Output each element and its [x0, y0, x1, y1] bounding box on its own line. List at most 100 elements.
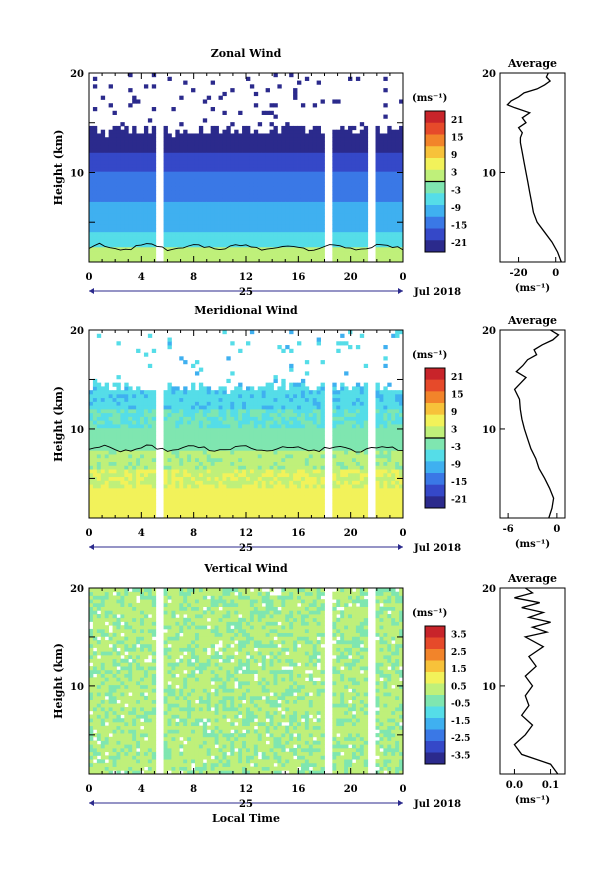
heatmap-cell: [210, 472, 216, 478]
heatmap-cell: [249, 254, 255, 259]
heatmap-cell: [163, 465, 168, 470]
heatmap-cell: [246, 484, 251, 489]
heatmap-cell: [383, 254, 388, 259]
heatmap-cell: [269, 435, 274, 440]
heatmap-cell: [332, 469, 337, 474]
heatmap-cell: [253, 152, 259, 157]
heatmap-cell: [183, 243, 188, 248]
heatmap-cell: [249, 491, 255, 496]
heatmap-cell: [171, 243, 176, 248]
heatmap-cell: [187, 454, 192, 459]
heatmap-cell: [104, 446, 110, 451]
heatmap-cell: [92, 408, 98, 414]
heatmap-cell: [151, 231, 157, 236]
heatmap-cell: [399, 258, 404, 263]
heatmap-cell: [194, 167, 200, 172]
heatmap-cell: [104, 472, 110, 478]
heatmap-cell: [304, 193, 310, 199]
heatmap-cell: [359, 197, 365, 202]
heatmap-cell: [253, 450, 259, 455]
heatmap-cell: [104, 258, 110, 263]
heatmap-cell: [230, 465, 235, 470]
heatmap-cell: [179, 209, 184, 214]
heatmap-cell: [277, 156, 282, 161]
heatmap-cell: [344, 171, 349, 176]
heatmap-cell: [167, 476, 172, 481]
heatmap-cell: [344, 152, 349, 157]
heatmap-cell: [147, 487, 153, 493]
heatmap-cell: [312, 190, 318, 195]
heatmap-cell: [320, 382, 325, 387]
heatmap-cell: [265, 254, 270, 259]
heatmap-cell: [300, 450, 306, 455]
heatmap-cell: [183, 239, 188, 244]
heatmap-cell: [273, 171, 278, 176]
heatmap-cell: [304, 141, 310, 146]
heatmap-cell: [316, 484, 321, 489]
heatmap-cell: [151, 107, 157, 112]
heatmap-cell: [281, 258, 286, 263]
heatmap-cell: [100, 186, 106, 191]
heatmap-cell: [226, 435, 231, 440]
heatmap-cell: [112, 465, 117, 470]
heatmap-cell: [304, 175, 310, 180]
heatmap-cell: [277, 450, 282, 455]
heatmap-cell: [218, 397, 223, 402]
heatmap-cell: [238, 502, 243, 508]
heatmap-cell: [273, 167, 278, 172]
heatmap-cell: [308, 435, 314, 440]
heatmap-cell: [108, 393, 113, 399]
heatmap-cell: [273, 197, 278, 202]
heatmap-cell: [312, 144, 318, 149]
heatmap-cell: [147, 424, 153, 429]
heatmap-cell: [112, 152, 117, 157]
heatmap-cell: [300, 216, 306, 221]
heatmap-cell: [108, 514, 113, 519]
heatmap-cell: [218, 141, 223, 146]
heatmap-cell: [194, 405, 200, 410]
heatmap-cell: [253, 393, 259, 399]
heatmap-cell: [183, 461, 188, 466]
heatmap-cell: [187, 190, 192, 195]
heatmap-cell: [202, 491, 208, 496]
heatmap-cell: [344, 159, 349, 165]
heatmap-cell: [151, 186, 157, 191]
heatmap-cell: [308, 499, 314, 504]
heatmap-cell: [187, 408, 192, 414]
heatmap-cell: [89, 250, 94, 255]
heatmap-cell: [344, 371, 349, 376]
heatmap-cell: [187, 476, 192, 481]
heatmap-cell: [108, 129, 113, 134]
heatmap-cell: [253, 491, 259, 496]
heatmap-cell: [171, 159, 176, 165]
heatmap-cell: [171, 484, 176, 489]
heatmap-cell: [226, 465, 231, 470]
heatmap-cell: [285, 243, 290, 248]
heatmap-cell: [112, 393, 117, 399]
heatmap-cell: [147, 167, 153, 172]
heatmap-cell: [191, 454, 196, 459]
heatmap-cell: [395, 175, 400, 180]
heatmap-cell: [124, 133, 129, 138]
heatmap-cell: [269, 431, 274, 436]
heatmap-cell: [191, 382, 196, 387]
heatmap-cell: [340, 416, 345, 421]
heatmap-cell: [171, 495, 176, 500]
heatmap-cell: [257, 243, 263, 248]
heatmap-cell: [143, 133, 149, 138]
heatmap-cell: [175, 246, 180, 252]
heatmap-cell: [171, 469, 176, 474]
heatmap-cell: [167, 137, 172, 142]
heatmap-cell: [96, 461, 102, 466]
heatmap-cell: [261, 420, 267, 425]
heatmap-cell: [151, 209, 157, 214]
heatmap-cell: [375, 178, 380, 184]
heatmap-cell: [124, 454, 129, 459]
heatmap-cell: [136, 386, 141, 391]
heatmap-cell: [395, 156, 400, 161]
heatmap-cell: [277, 491, 282, 496]
heatmap-cell: [143, 431, 149, 436]
heatmap-cell: [238, 212, 243, 218]
heatmap-cell: [147, 408, 153, 414]
heatmap-cell: [277, 420, 282, 425]
